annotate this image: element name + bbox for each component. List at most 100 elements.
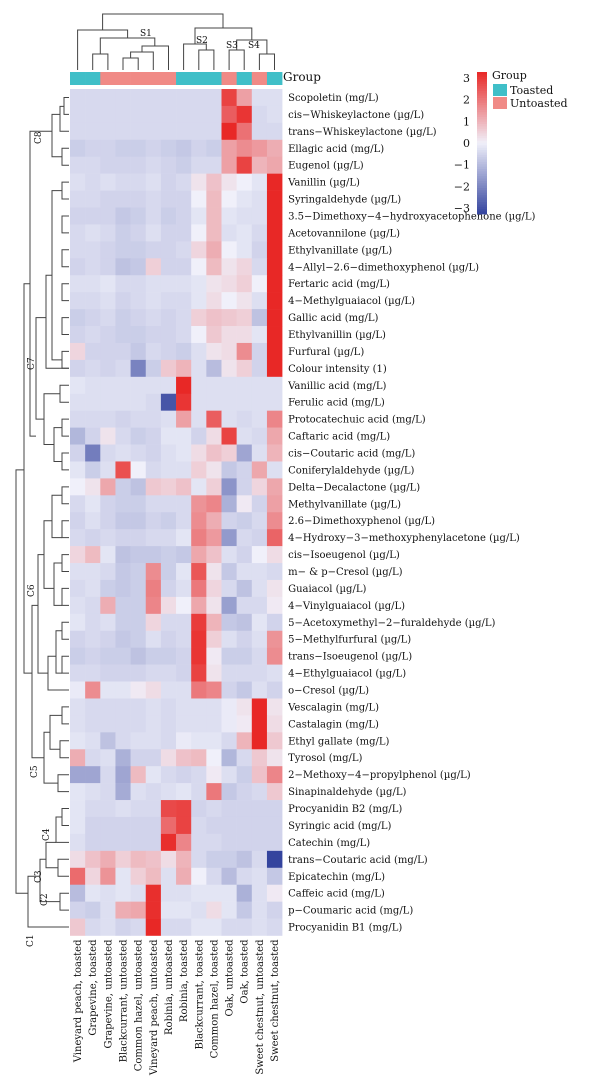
heatmap-cell [115, 89, 131, 107]
heatmap-cell [130, 224, 147, 242]
heatmap-cell [85, 478, 101, 496]
heatmap-cell [130, 461, 147, 479]
dendrogram-branch [59, 740, 69, 759]
heatmap-cell [221, 190, 237, 208]
heatmap-cell [236, 241, 253, 259]
heatmap-cell [130, 884, 147, 902]
heatmap-cell [221, 156, 237, 174]
heatmap-cell [191, 444, 207, 462]
heatmap-cell [85, 309, 101, 327]
heatmap-cell [70, 850, 86, 869]
heatmap-cell [115, 478, 131, 496]
heatmap-cell [85, 749, 101, 767]
heatmap-cell [70, 884, 86, 902]
heatmap-cell [176, 461, 192, 479]
row-label: Acetovannilone (µg/L) [287, 228, 400, 239]
heatmap-cell [130, 647, 147, 665]
dendrogram-branch [51, 190, 62, 361]
heatmap-cell [191, 918, 207, 936]
heatmap-cell [236, 630, 253, 648]
heatmap-cell [70, 427, 86, 445]
heatmap-cell [236, 173, 253, 191]
column-label: Grapevine, toasted [88, 939, 99, 1036]
heatmap-cell [130, 833, 147, 852]
heatmap-cell [85, 342, 101, 361]
heatmap-cell [115, 427, 131, 445]
heatmap-cell [176, 579, 192, 598]
dendrogram-branch [183, 43, 207, 70]
dendrogram-branch [122, 57, 139, 70]
heatmap-cell [251, 275, 268, 293]
heatmap-cell [145, 749, 162, 767]
heatmap-cell [130, 563, 147, 581]
heatmap-cell [266, 89, 283, 107]
heatmap-cell [160, 579, 177, 598]
heatmap-cell [176, 275, 192, 293]
heatmap-cell [100, 512, 116, 530]
colorbar-segment [477, 202, 487, 205]
heatmap-cell [191, 342, 207, 361]
heatmap-cell [100, 309, 116, 327]
heatmap-cell [236, 105, 253, 124]
cluster-labels: S1 S2 S3 S4 C8 C7 C6 C5 C4 C3 C2 C1 [26, 29, 260, 947]
heatmap-cell [100, 698, 116, 716]
row-label: Caftaric acid (mg/L) [288, 432, 390, 443]
heatmap-cell [221, 681, 237, 699]
colorbar-segment [477, 74, 487, 78]
row-cluster-label: C6 [27, 584, 37, 597]
heatmap-cell [130, 156, 147, 174]
heatmap-cell [221, 224, 237, 242]
heatmap-cell [85, 89, 101, 107]
heatmap-cell [266, 495, 283, 513]
heatmap-cell [191, 275, 207, 293]
heatmap-cell [221, 783, 237, 801]
heatmap-cell [130, 495, 147, 513]
heatmap-cell [236, 850, 253, 869]
heatmap-cell [70, 596, 86, 615]
heatmap-cell [221, 309, 237, 327]
heatmap-cell [221, 647, 237, 665]
heatmap-cell [191, 105, 207, 124]
heatmap-cell [115, 732, 131, 750]
heatmap-cell [160, 766, 177, 784]
heatmap-cell [206, 833, 222, 852]
heatmap-cell [100, 258, 116, 276]
column-label: Common hazel, toasted [209, 939, 220, 1058]
heatmap-cell [176, 478, 192, 496]
row-label: 4−Vinylguaiacol (µg/L) [288, 601, 405, 612]
row-cluster-label: C5 [30, 765, 40, 778]
heatmap-cell [85, 766, 101, 784]
heatmap-cell [100, 732, 116, 750]
heatmap-cell [266, 698, 283, 716]
colorbar-segment [477, 81, 487, 85]
heatmap-cell [206, 173, 222, 191]
heatmap-cell [266, 241, 283, 259]
heatmap-cell [160, 139, 177, 158]
colorbar-segment [477, 197, 487, 201]
column-label: Blackcurrant, untoasted [119, 939, 130, 1062]
row-label: Vanillin (µg/L) [287, 178, 360, 189]
heatmap-cell [70, 867, 86, 886]
row-labels: Scopoletin (mg/L) cis−Whiskeylactone (µg/… [287, 93, 535, 934]
row-label: 5−Acetoxymethyl−2−furaldehyde (µg/L) [288, 618, 495, 629]
heatmap-cell [251, 190, 268, 208]
heatmap-cell [266, 275, 283, 293]
heatmap-cell [236, 444, 253, 462]
heatmap-cell [100, 495, 116, 513]
heatmap-cell [160, 122, 177, 141]
heatmap-cell [160, 749, 177, 767]
heatmap-cell [176, 105, 192, 124]
heatmap-cell [160, 224, 177, 242]
row-cluster-label: C4 [42, 828, 52, 841]
heatmap-cell [191, 698, 207, 716]
heatmap-cell [206, 393, 222, 411]
heatmap-cell [266, 647, 283, 665]
heatmap-cell [206, 461, 222, 479]
heatmap-cell [236, 495, 253, 513]
heatmap-cell [160, 444, 177, 462]
heatmap-cell [130, 681, 147, 699]
row-label: Procyanidin B2 (mg/L) [288, 804, 402, 815]
heatmap-cell [85, 647, 101, 665]
group-bar-cell [160, 72, 177, 85]
heatmap-cell [130, 596, 147, 615]
